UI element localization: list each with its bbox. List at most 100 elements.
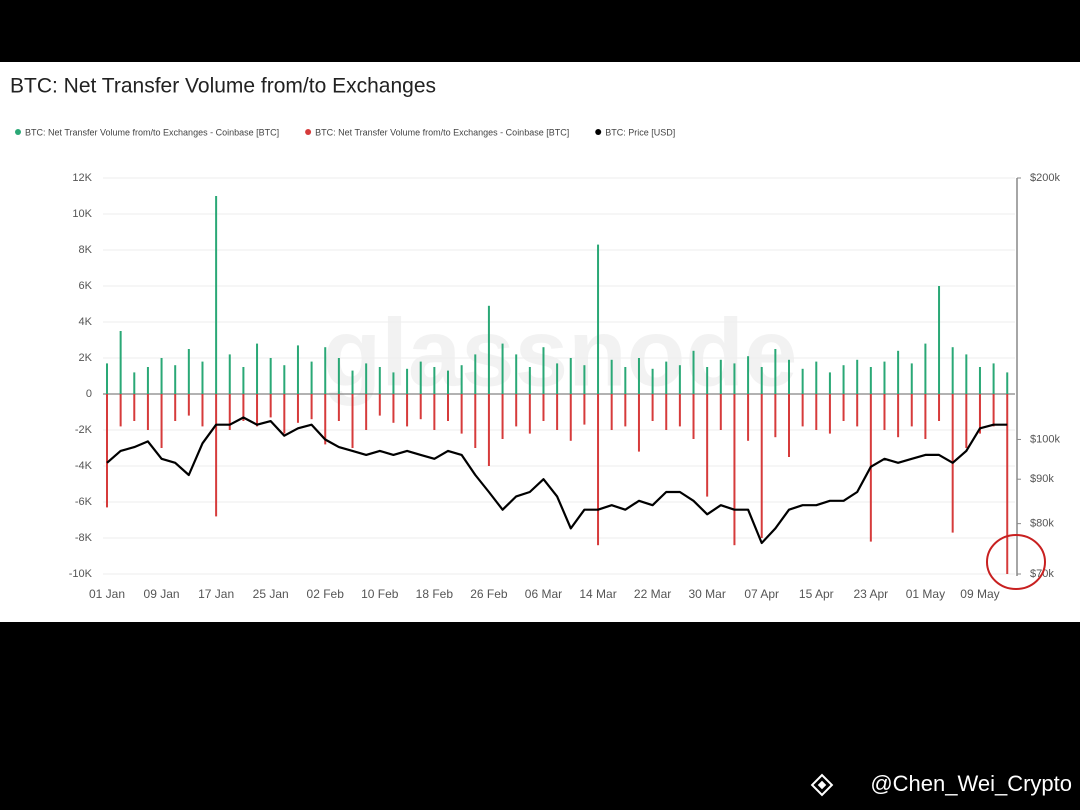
bar <box>992 394 995 427</box>
bar <box>419 394 422 420</box>
bar <box>733 394 736 546</box>
bar <box>1006 372 1009 394</box>
bar <box>597 244 600 394</box>
bar <box>324 394 327 445</box>
y-tick-label: 4K <box>79 316 93 328</box>
price-line <box>106 416 1008 545</box>
bar <box>869 367 872 394</box>
bar <box>747 356 750 394</box>
bar <box>692 394 695 439</box>
bar <box>651 368 654 394</box>
bar <box>842 365 845 394</box>
bar <box>106 394 108 508</box>
x-tick-label: 09 Jan <box>144 587 180 601</box>
bar <box>637 394 640 452</box>
bar <box>201 361 204 394</box>
x-tick-label: 14 Mar <box>579 587 616 601</box>
bar <box>883 361 886 394</box>
bar <box>515 394 518 427</box>
bar <box>583 365 586 394</box>
y-tick-label: 10K <box>72 208 92 220</box>
bar <box>242 394 245 421</box>
bar <box>706 367 709 394</box>
bar <box>215 196 218 394</box>
bar <box>283 394 286 434</box>
bar <box>201 394 204 427</box>
bar <box>487 394 490 466</box>
bar <box>146 367 149 394</box>
x-tick-label: 17 Jan <box>198 587 234 601</box>
bar <box>187 394 190 416</box>
bar <box>351 370 354 394</box>
bar <box>1006 394 1009 574</box>
bar <box>774 349 777 394</box>
bar <box>174 394 177 421</box>
bar <box>910 394 913 427</box>
credit: @Chen_Wei_Crypto <box>870 771 1072 796</box>
bar <box>351 394 354 448</box>
x-tick-label: 26 Feb <box>470 587 508 601</box>
bar <box>678 365 681 394</box>
y2-tick-label: $90k <box>1030 473 1054 485</box>
y2-tick-label: $200k <box>1030 172 1060 184</box>
x-tick-label: 01 May <box>906 587 945 601</box>
bar <box>624 367 627 394</box>
x-tick-label: 18 Feb <box>416 587 454 601</box>
x-tick-label: 30 Mar <box>688 587 725 601</box>
bar <box>788 394 790 457</box>
bar <box>378 367 381 394</box>
x-tick-label: 06 Mar <box>525 587 562 601</box>
bar <box>938 286 941 394</box>
bar <box>256 343 259 394</box>
bar <box>992 363 995 394</box>
bar <box>528 367 531 394</box>
bar <box>269 394 272 418</box>
bar <box>788 359 790 394</box>
y-tick-label: -2K <box>75 424 93 436</box>
x-tick-label: 22 Mar <box>634 587 671 601</box>
bar <box>447 370 449 394</box>
x-tick-label: 09 May <box>960 587 999 601</box>
bar <box>460 394 463 434</box>
bar <box>269 358 272 394</box>
bar <box>665 394 668 430</box>
bar <box>474 354 477 394</box>
bar <box>978 394 981 434</box>
x-tick-label: 01 Jan <box>89 587 125 601</box>
bar <box>392 372 395 394</box>
bar <box>856 394 859 427</box>
y-tick-label: -4K <box>75 460 93 472</box>
bar <box>719 394 722 430</box>
legend-label: BTC: Net Transfer Volume from/to Exchang… <box>25 127 279 137</box>
bar <box>242 367 245 394</box>
bar <box>433 367 436 394</box>
bar <box>310 394 313 420</box>
bar <box>433 394 436 430</box>
bar <box>365 394 368 430</box>
bar <box>337 394 340 421</box>
bar <box>365 363 368 394</box>
bar <box>228 354 231 394</box>
bar <box>310 361 313 394</box>
bar <box>733 363 736 394</box>
bar <box>146 394 149 430</box>
bar <box>528 394 531 434</box>
bar <box>760 394 763 538</box>
bar <box>487 305 490 394</box>
bar <box>815 394 818 430</box>
x-tick-label: 10 Feb <box>361 587 399 601</box>
watermark: glassnode <box>323 299 798 406</box>
bar <box>378 394 381 416</box>
y-tick-label: -10K <box>69 568 93 580</box>
legend-label: BTC: Net Transfer Volume from/to Exchang… <box>315 127 569 137</box>
bar <box>801 368 804 394</box>
bar <box>842 394 845 421</box>
logo <box>810 773 834 797</box>
annotation-circle <box>986 534 1046 590</box>
bar <box>883 394 886 430</box>
legend-marker <box>15 129 21 135</box>
bar <box>406 368 409 394</box>
bar <box>501 343 504 394</box>
